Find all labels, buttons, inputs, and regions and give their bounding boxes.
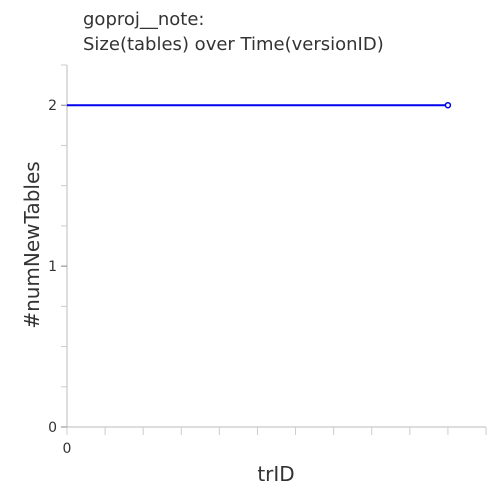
- y-axis-label: #numNewTables: [20, 161, 44, 329]
- series-point: [444, 101, 452, 109]
- x-tick-label: 0: [63, 441, 72, 457]
- axes: [66, 65, 486, 428]
- tick-labels: 0 1 2 0: [48, 98, 71, 457]
- chart-title-line-1: goproj__note:: [83, 9, 205, 30]
- series-layer: [67, 101, 452, 109]
- y-tick-label: 0: [48, 420, 57, 436]
- y-tick-label: 1: [48, 259, 57, 275]
- chart-title: goproj__note: Size(tables) over Time(ver…: [83, 7, 384, 57]
- y-tick-label: 2: [48, 98, 57, 114]
- chart-title-line-2: Size(tables) over Time(versionID): [83, 34, 384, 55]
- tick-marks: [61, 64, 487, 435]
- x-axis-label: trID: [257, 462, 295, 486]
